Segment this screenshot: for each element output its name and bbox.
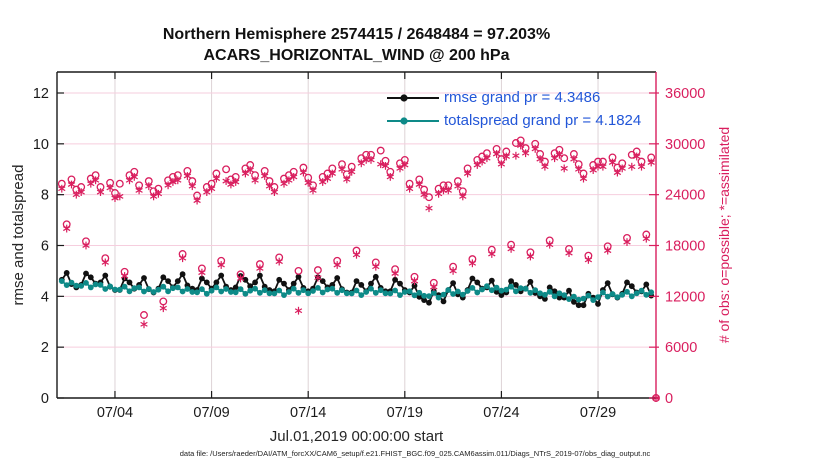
x-axis-label: Jul.01,2019 00:00:00 start (269, 428, 444, 445)
obs-possible-markers (57, 136, 660, 402)
svg-text:07/29: 07/29 (580, 405, 616, 421)
legend: rmse grand pr = 4.3486 totalspread grand… (384, 86, 641, 132)
svg-text:6: 6 (41, 239, 49, 255)
rmse-line-marker-icon (387, 93, 439, 102)
left-axis-label: rmse and totalspread (10, 164, 27, 306)
svg-text:07/19: 07/19 (387, 405, 423, 421)
svg-text:36000: 36000 (665, 86, 705, 102)
chart-title-line1: Northern Hemisphere 2574415 / 2648484 = … (162, 26, 551, 43)
chart-title: Northern Hemisphere 2574415 / 2648484 = … (57, 24, 656, 66)
svg-text:2: 2 (41, 340, 49, 356)
svg-text:12: 12 (33, 86, 49, 102)
tick-labels: 0 2 4 6 8 10 12 0 6000 12000 18000 24000 30000 36000 0… (33, 86, 705, 421)
totalspread-series (58, 278, 655, 303)
axes (56, 71, 659, 399)
legend-item-totalspread: totalspread grand pr = 4.1824 (384, 109, 641, 132)
obs-assimilated-markers (58, 141, 660, 402)
svg-text:10: 10 (33, 137, 49, 153)
svg-text:07/24: 07/24 (483, 405, 519, 421)
chart-title-line2: ACARS_HORIZONTAL_WIND @ 200 hPa (203, 47, 510, 64)
svg-text:12000: 12000 (665, 289, 705, 305)
svg-text:30000: 30000 (665, 137, 705, 153)
svg-text:18000: 18000 (665, 239, 705, 255)
svg-text:07/09: 07/09 (193, 405, 229, 421)
svg-text:0: 0 (665, 391, 673, 407)
legend-label-totalspread: totalspread grand pr = 4.1824 (444, 112, 642, 129)
svg-text:24000: 24000 (665, 188, 705, 204)
svg-text:0: 0 (41, 391, 49, 407)
svg-text:6000: 6000 (665, 340, 697, 356)
svg-text:07/04: 07/04 (97, 405, 133, 421)
legend-label-rmse: rmse grand pr = 4.3486 (444, 89, 601, 106)
totalspread-line-marker-icon (387, 116, 439, 125)
svg-text:8: 8 (41, 188, 49, 204)
svg-text:07/14: 07/14 (290, 405, 326, 421)
svg-text:4: 4 (41, 289, 49, 305)
right-axis-label: # of obs: o=possible; *=assimilated (716, 126, 732, 344)
data-file-path: data file: /Users/raeder/DAI/ATM_forcXX/… (179, 449, 651, 458)
legend-item-rmse: rmse grand pr = 4.3486 (384, 86, 641, 109)
